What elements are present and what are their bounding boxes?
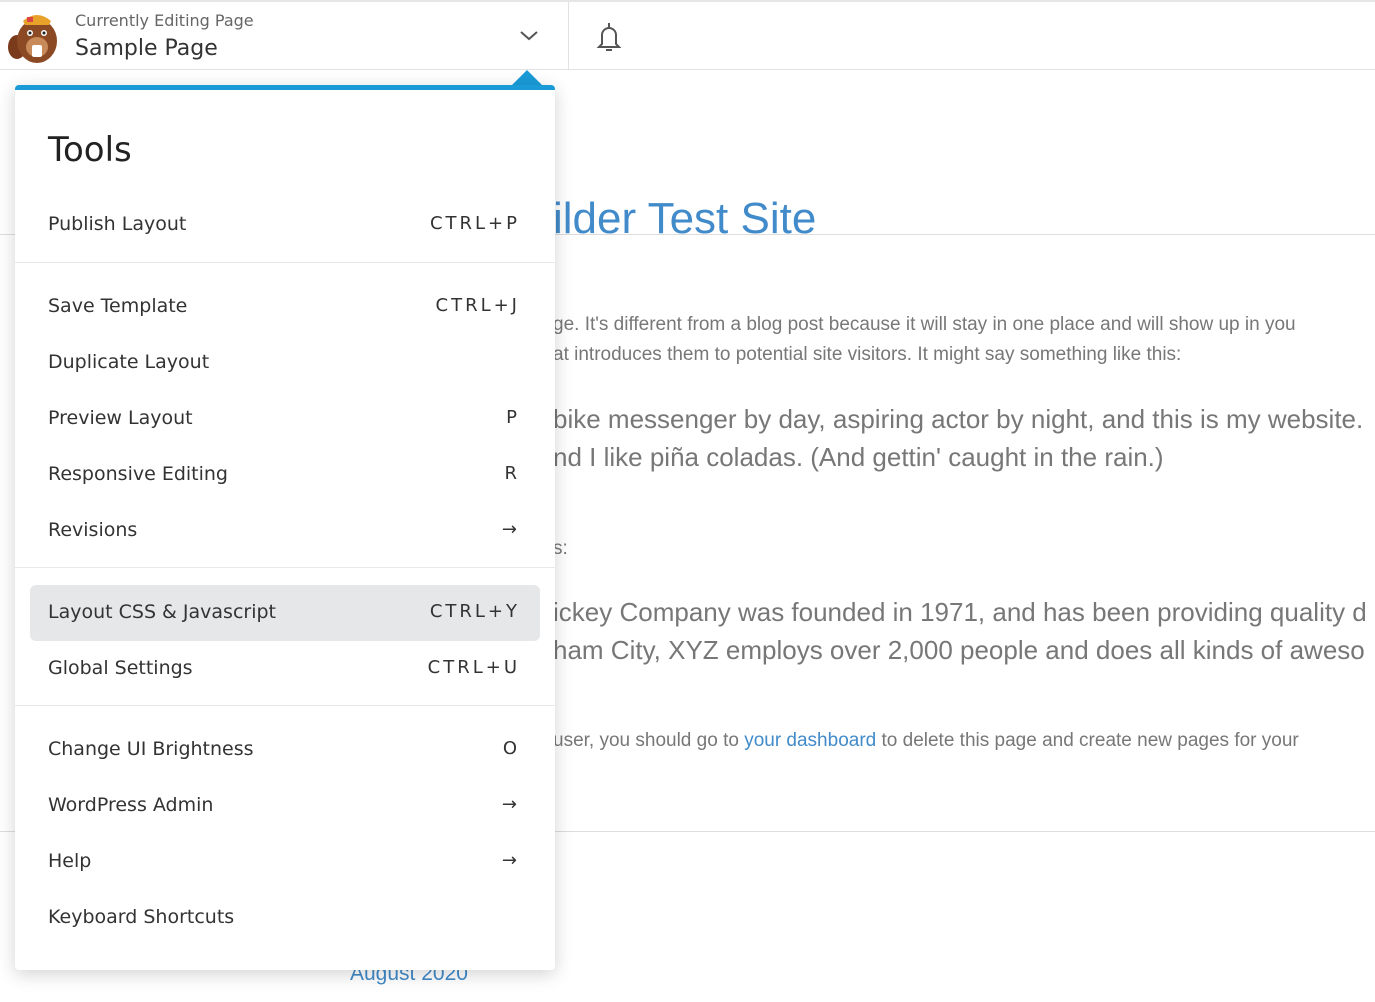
text: user, you should go to [553,730,745,751]
top-bar: Currently Editing Page Sample Page [0,0,1375,70]
shortcut-label: CTRL+Y [429,601,520,622]
menu-item-revisions[interactable]: Revisions → [30,503,540,559]
shortcut-label: → [501,519,520,540]
site-title[interactable]: ilder Test Site [553,194,817,243]
menu-item-layout-css-javascript[interactable]: Layout CSS & Javascript CTRL+Y [30,585,540,641]
tools-menu: Tools Publish Layout CTRL+P Save Template C… [15,85,555,970]
shortcut-label: R [504,463,520,484]
menu-item-label: Duplicate Layout [48,351,210,373]
beaver-logo-icon [8,15,57,63]
shortcut-label: P [506,407,520,428]
body-text: user, you should go to your dashboard to… [553,730,1299,752]
menu-title: Tools [48,130,132,170]
body-text: ge. It's different from a blog post beca… [553,314,1296,335]
menu-item-save-template[interactable]: Save Template CTRL+J [30,279,540,335]
menu-item-label: Revisions [48,519,138,541]
menu-divider [15,262,555,263]
menu-item-global-settings[interactable]: Global Settings CTRL+U [30,641,540,697]
menu-item-label: WordPress Admin [48,794,214,816]
menu-item-responsive-editing[interactable]: Responsive Editing R [30,447,540,503]
shortcut-label: CTRL+P [429,213,520,234]
page-title-dropdown[interactable]: Currently Editing Page Sample Page [0,2,569,70]
quote-text: bike messenger by day, aspiring actor by… [553,404,1364,434]
menu-item-help[interactable]: Help → [30,834,540,890]
menu-item-label: Publish Layout [48,213,187,235]
menu-item-publish-layout[interactable]: Publish Layout CTRL+P [30,197,540,253]
text: to delete this page and create new pages… [876,730,1299,751]
page-name: Sample Page [75,36,218,61]
menu-item-label: Save Template [48,295,188,317]
menu-item-label: Responsive Editing [48,463,228,485]
body-text: s: [553,538,568,559]
shortcut-label: → [501,850,520,871]
menu-item-label: Global Settings [48,657,193,679]
menu-divider [15,567,555,568]
body-text: at introduces them to potential site vis… [553,344,1182,365]
divider [0,831,1375,832]
menu-item-change-ui-brightness[interactable]: Change UI Brightness O [30,722,540,778]
bell-icon[interactable] [594,20,624,54]
menu-item-label: Help [48,850,92,872]
menu-pointer [511,70,543,86]
quote-text: ham City, XYZ employs over 2,000 people … [553,635,1365,665]
menu-item-wordpress-admin[interactable]: WordPress Admin → [30,778,540,834]
menu-item-preview-layout[interactable]: Preview Layout P [30,391,540,447]
shortcut-label: CTRL+U [427,657,520,678]
shortcut-label: CTRL+J [435,295,520,316]
menu-divider [15,705,555,706]
quote-text: nd I like piña coladas. (And gettin' cau… [553,442,1164,472]
menu-item-label: Preview Layout [48,407,193,429]
editing-label: Currently Editing Page [75,11,254,30]
quote-text: ickey Company was founded in 1971, and h… [553,597,1367,627]
menu-item-label: Keyboard Shortcuts [48,906,235,928]
menu-item-duplicate-layout[interactable]: Duplicate Layout [30,335,540,391]
shortcut-label: O [502,738,520,759]
menu-item-label: Layout CSS & Javascript [48,601,276,623]
divider [0,234,1375,235]
shortcut-label: → [501,794,520,815]
menu-item-label: Change UI Brightness [48,738,254,760]
menu-item-keyboard-shortcuts[interactable]: Keyboard Shortcuts [30,890,540,946]
chevron-down-icon[interactable] [516,24,542,46]
dashboard-link[interactable]: your dashboard [744,730,877,751]
